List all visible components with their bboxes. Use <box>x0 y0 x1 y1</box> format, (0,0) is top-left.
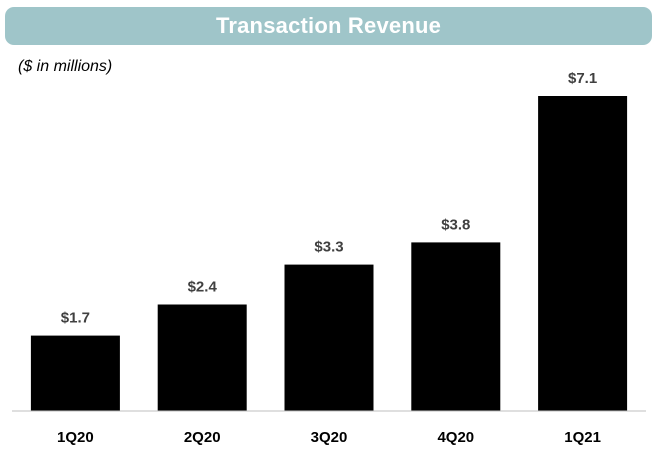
data-label-4Q20: $3.8 <box>441 216 470 233</box>
data-label-2Q20: $2.4 <box>188 279 218 296</box>
data-label-1Q21: $7.1 <box>568 70 597 87</box>
x-tick-label-3Q20: 3Q20 <box>311 429 348 446</box>
x-tick-label-1Q20: 1Q20 <box>57 429 94 446</box>
chart-title: Transaction Revenue <box>215 13 442 38</box>
x-tick-label-1Q21: 1Q21 <box>564 429 601 446</box>
bar-4Q20 <box>411 242 501 411</box>
data-label-3Q20: $3.3 <box>314 239 343 256</box>
chart-subtitle: ($ in millions) <box>18 58 113 75</box>
x-tick-label-2Q20: 2Q20 <box>184 429 221 446</box>
bar-3Q20 <box>284 264 374 411</box>
chart-title-banner: Transaction Revenue <box>5 7 652 45</box>
x-tick-label-4Q20: 4Q20 <box>437 429 474 446</box>
bar-1Q21 <box>538 96 628 411</box>
bar-2Q20 <box>157 304 247 411</box>
bar-1Q20 <box>30 335 120 411</box>
data-label-1Q20: $1.7 <box>61 310 90 327</box>
